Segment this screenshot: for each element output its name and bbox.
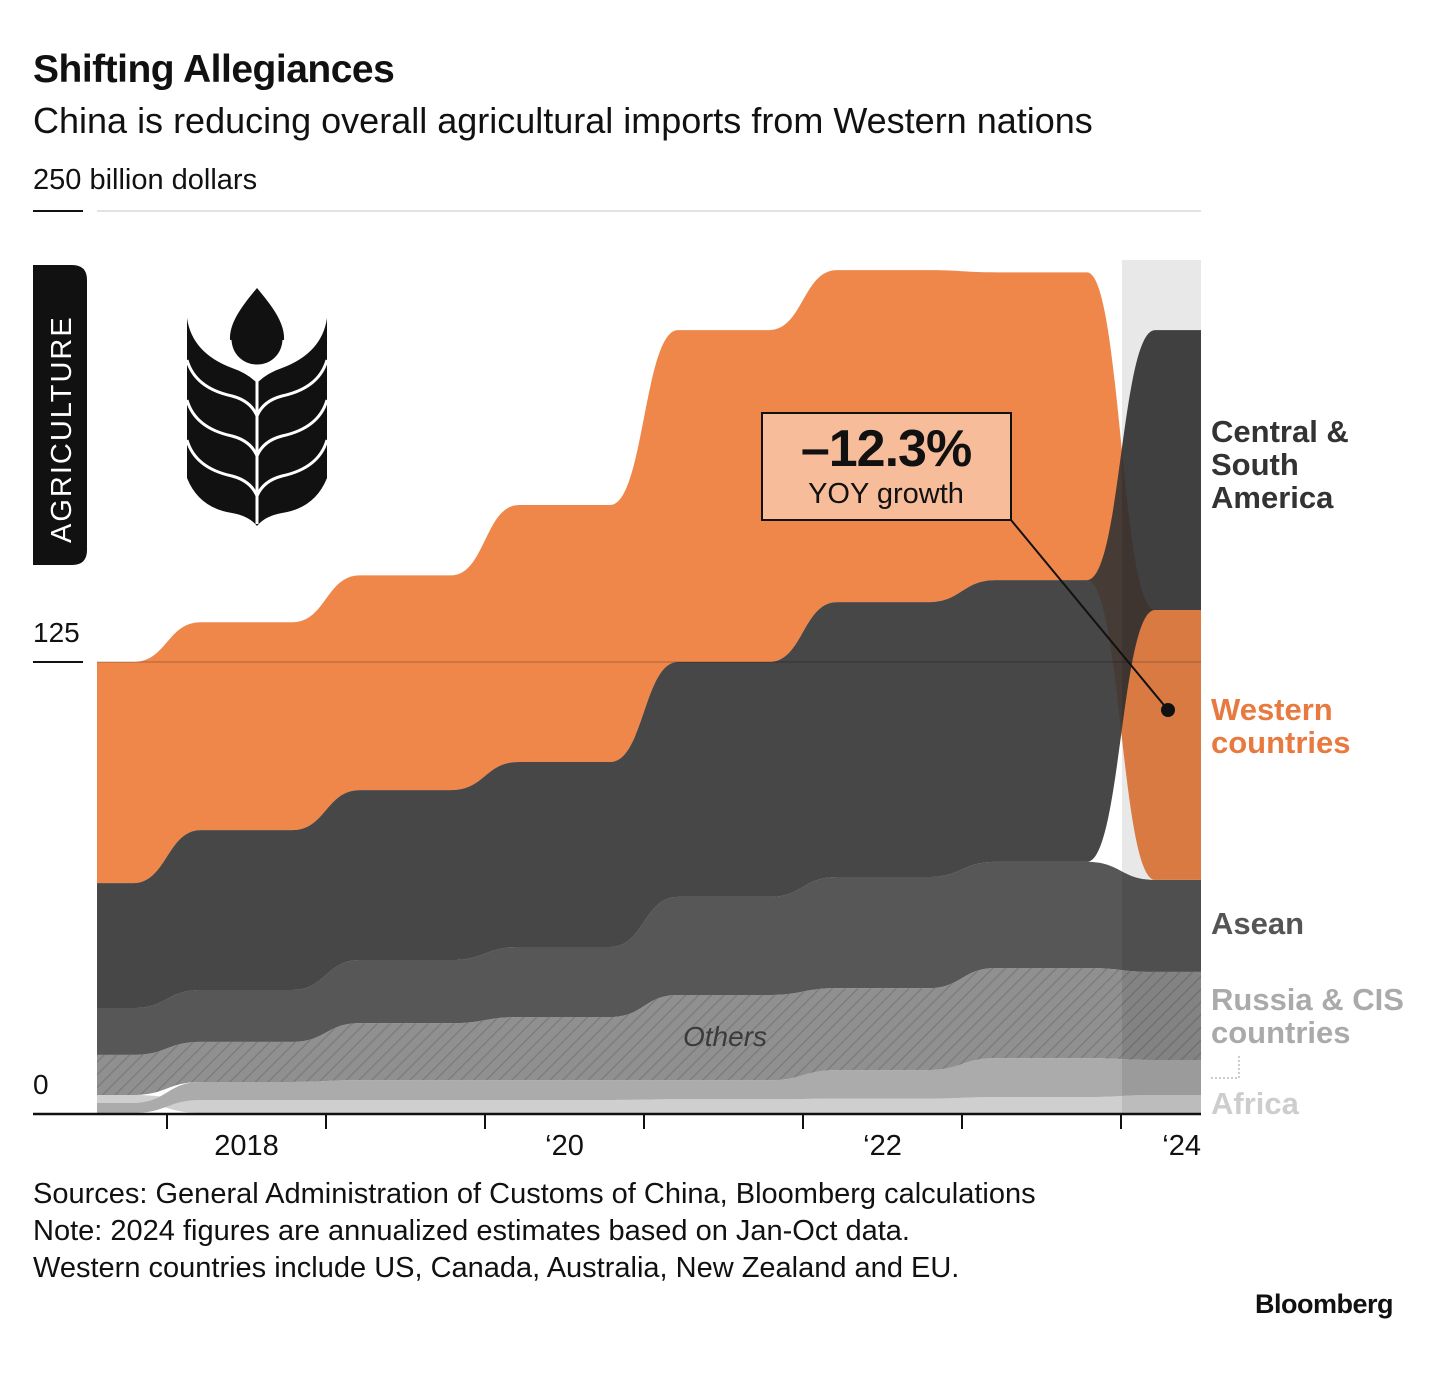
x-axis-ticks: 2018 ‘20 ‘22 ‘24 (166, 1114, 1201, 1162)
sources-note: Sources: General Administration of Custo… (33, 1176, 1133, 1287)
chart-subtitle: China is reducing overall agricultural i… (33, 100, 1093, 141)
y-tick-label-125: 125 (33, 617, 80, 648)
label-central-south-america: Central & South America (1211, 415, 1349, 514)
area-asean (97, 861, 1201, 1055)
area-csa (97, 330, 1201, 1009)
agriculture-badge-label: AGRICULTURE (46, 315, 78, 543)
annotation-label: YOY growth (808, 478, 964, 510)
label-russia-cis: Russia & CIS countries (1211, 983, 1404, 1049)
label-line: South (1211, 447, 1299, 482)
annotation-box (761, 412, 1012, 521)
label-western-countries: Western countries (1211, 693, 1351, 759)
label-line: countries (1211, 725, 1351, 760)
label-line: Western (1211, 692, 1333, 727)
y-axis-unit-label: 250 billion dollars (33, 164, 258, 196)
sources-text: Sources: General Administration of Custo… (33, 1178, 1036, 1210)
label-line: Russia & CIS (1211, 982, 1404, 1017)
note-text-2: Western countries include US, Canada, Au… (33, 1252, 960, 1284)
x-tick-label: ‘24 (1162, 1130, 1201, 1162)
label-line: Central & (1211, 414, 1349, 449)
area-russia (97, 1058, 1201, 1113)
label-africa: Africa (1211, 1086, 1299, 1121)
annotation-value: –12.3% (801, 420, 971, 478)
chart-title: Shifting Allegiances (33, 48, 395, 91)
x-tick-label: ‘20 (545, 1130, 584, 1162)
africa-leader-line (1211, 1055, 1240, 1079)
area-layers (97, 270, 1201, 1113)
label-line: America (1211, 480, 1334, 515)
label-line: countries (1211, 1015, 1351, 1050)
bloomberg-logo: Bloomberg (1255, 1289, 1394, 1319)
label-asean: Asean (1211, 906, 1305, 941)
x-tick-label: 2018 (214, 1130, 279, 1162)
note-text: Note: 2024 figures are annualized estima… (33, 1215, 910, 1247)
estimate-shade (1122, 260, 1201, 1113)
area-others (97, 967, 1201, 1095)
wheat-icon (185, 288, 329, 526)
x-tick-label: ‘22 (863, 1130, 902, 1162)
area-africa (97, 1094, 1201, 1113)
annotation-dot (1161, 703, 1175, 717)
annotation-leader-line (1010, 519, 1169, 711)
agriculture-badge (33, 265, 87, 565)
y-tick-label-0: 0 (33, 1069, 49, 1100)
others-label: Others (683, 1021, 767, 1052)
